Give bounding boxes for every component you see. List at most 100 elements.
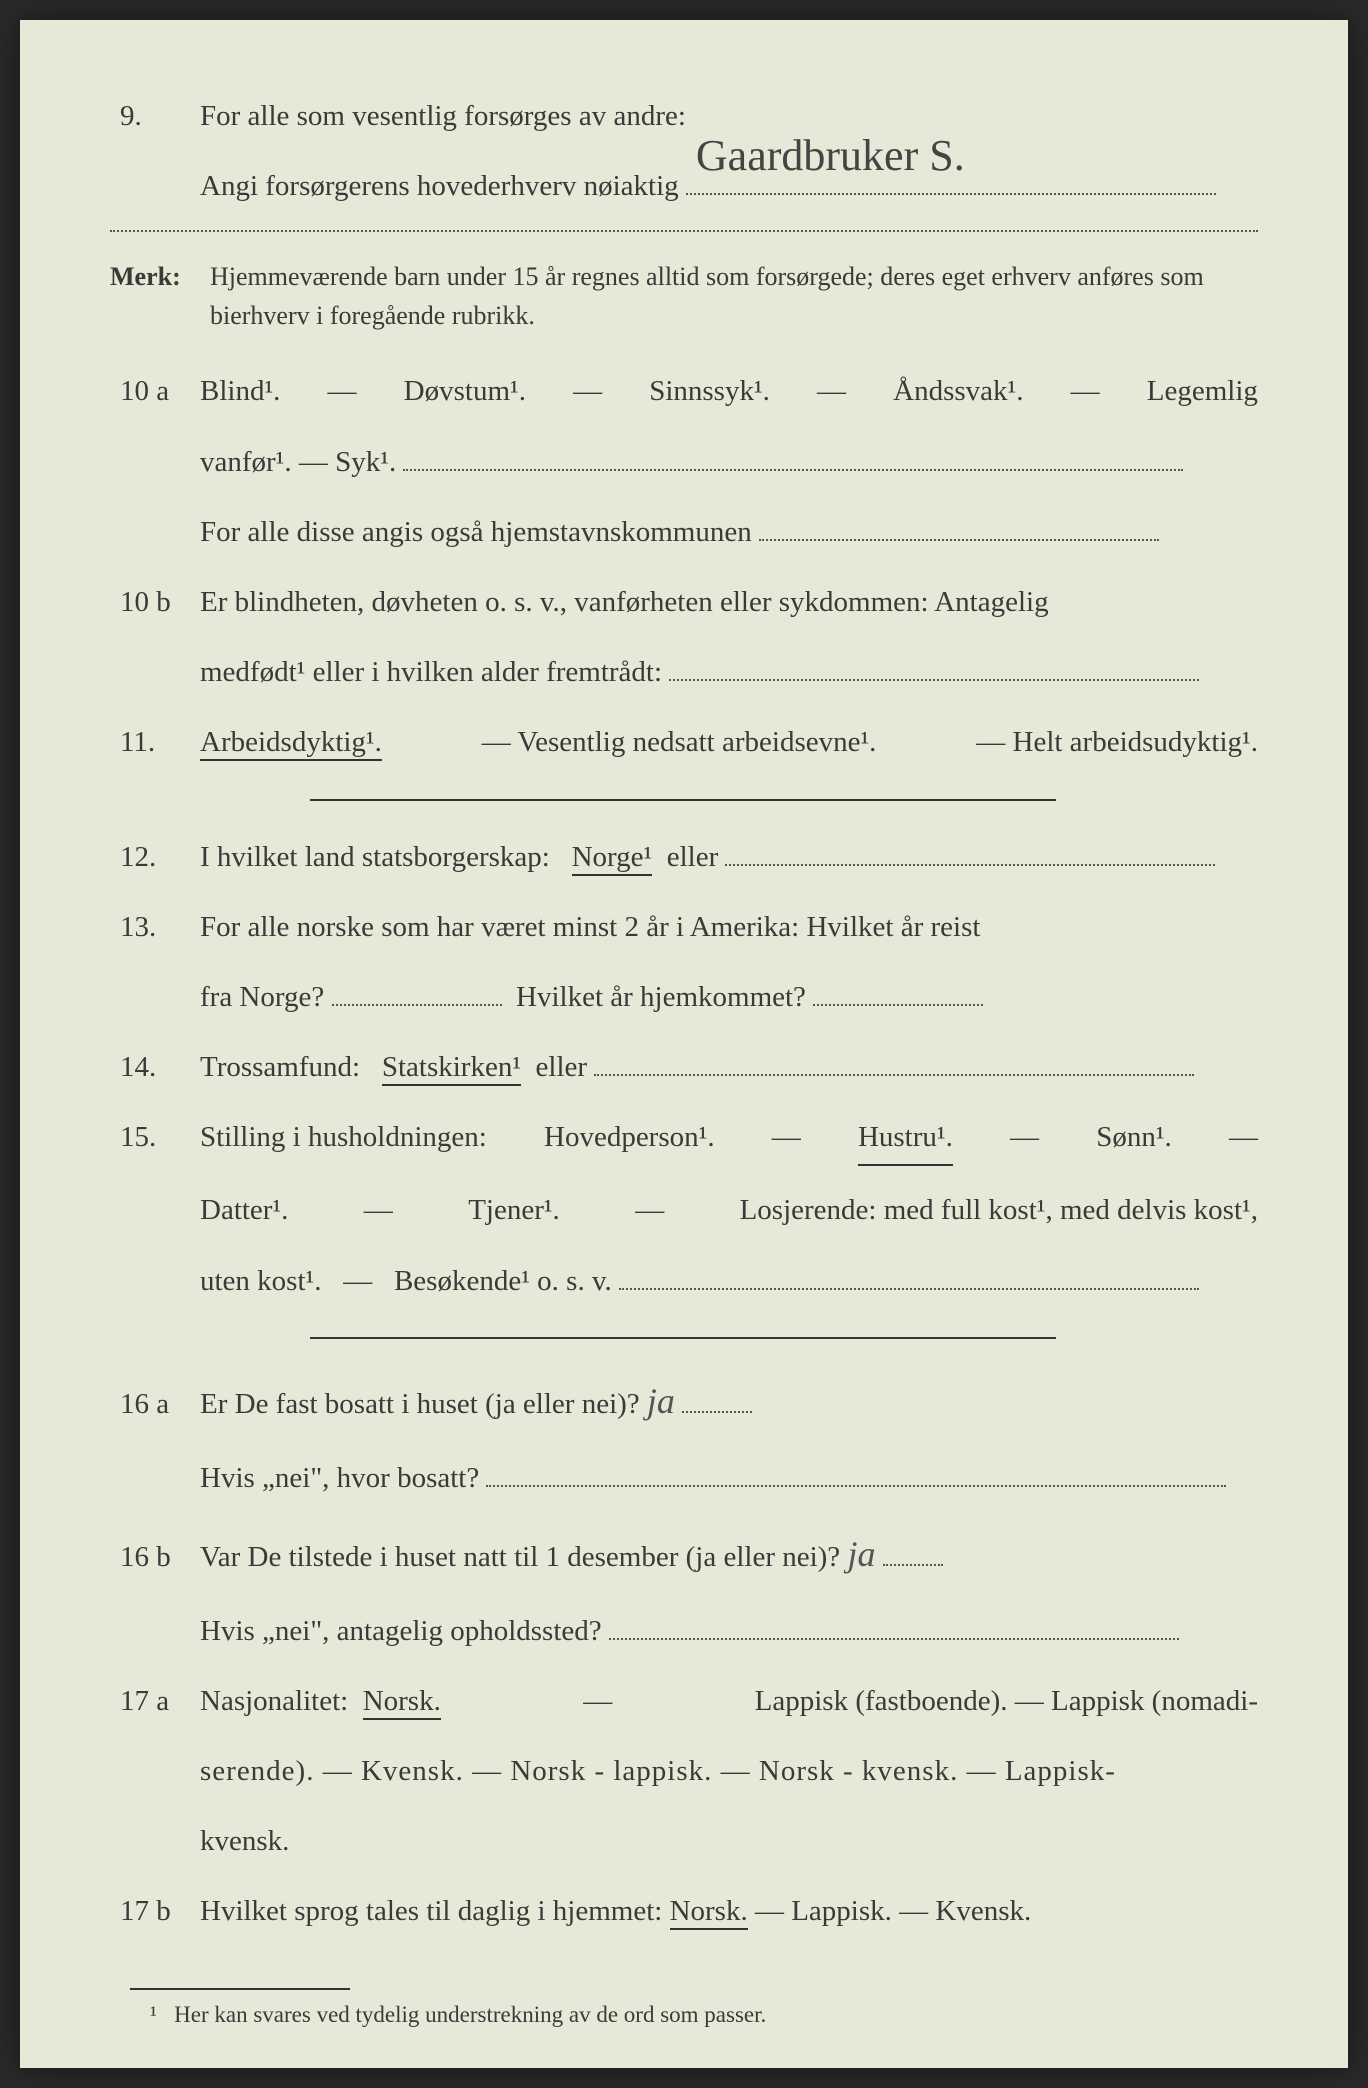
q17a-body3: kvensk.: [200, 1815, 1258, 1867]
q11: 11. Arbeidsdyktig¹. — Vesentlig nedsatt …: [110, 716, 1258, 768]
q10b-num: 10 b: [110, 576, 200, 628]
q17b-num: 17 b: [110, 1885, 200, 1937]
q17a-line3: kvensk.: [110, 1815, 1258, 1867]
q10b-line2: medfødt¹ eller i hvilken alder fremtrådt…: [110, 646, 1258, 698]
q10a-body2: vanfør¹. — Syk¹.: [200, 436, 1258, 488]
q9-line2: Angi forsørgerens hovederhverv nøiaktig …: [110, 160, 1258, 212]
q16a-fill1: [682, 1411, 752, 1413]
q17a-body2: serende). — Kvensk. — Norsk - lappisk. —…: [200, 1745, 1258, 1797]
divider-2: [310, 799, 1056, 801]
q12-opt1: Norge¹: [572, 841, 653, 876]
q10a-opt-syk: Syk¹.: [335, 446, 396, 478]
q15-body2: Datter¹. — Tjener¹. — Losjerende: med fu…: [200, 1184, 1258, 1236]
merk-row: Merk: Hjemmeværende barn under 15 år reg…: [110, 257, 1258, 335]
divider-1: [110, 230, 1258, 232]
q16b-fill1: [883, 1564, 943, 1566]
q16b-fill2: [609, 1638, 1179, 1640]
q14-opt1: Statskirken¹: [382, 1051, 521, 1086]
q14-mid: eller: [536, 1051, 588, 1083]
q12-body: I hvilket land statsborgerskap: Norge¹ e…: [200, 831, 1258, 883]
footnote-text: Her kan svares ved tydelig understreknin…: [174, 2002, 766, 2027]
q10a-body3: For alle disse angis også hjemstavnskomm…: [200, 506, 1258, 558]
q14-prefix: Trossamfund:: [200, 1051, 360, 1083]
q9-prefix: Angi forsørgerens hovederhverv nøiaktig: [200, 170, 679, 202]
q9-answer-line: Gaardbruker S.: [686, 193, 1216, 195]
q10a-opt-dovstum: Døvstum¹.: [404, 365, 526, 417]
q17a-prefix: Nasjonalitet:: [200, 1685, 348, 1717]
q10a-fill3: [759, 539, 1159, 541]
q15-line2: Datter¹. — Tjener¹. — Losjerende: med fu…: [110, 1184, 1258, 1236]
q16b-body1: Var De tilstede i huset natt til 1 desem…: [200, 1522, 1258, 1587]
q10a-num: 10 a: [110, 365, 200, 417]
q15-num: 15.: [110, 1111, 200, 1163]
q15-fill: [619, 1288, 1199, 1290]
q17b-prefix: Hvilket sprog tales til daglig i hjemmet…: [200, 1895, 662, 1927]
q10a-body1: Blind¹. — Døvstum¹. — Sinnssyk¹. — Åndss…: [200, 365, 1258, 417]
q13-text2b: Hvilket år hjemkommet?: [516, 981, 806, 1013]
sep: —: [328, 365, 357, 417]
q14-fill: [594, 1074, 1194, 1076]
q16a-line1: 16 a Er De fast bosatt i huset (ja eller…: [110, 1369, 1258, 1434]
q9-answer: Gaardbruker S.: [696, 116, 965, 195]
q17a-rest1: Lappisk (fastboende). — Lappisk (nomadi-: [755, 1675, 1258, 1727]
q17b-body: Hvilket sprog tales til daglig i hjemmet…: [200, 1885, 1258, 1937]
q17a-line2: serende). — Kvensk. — Norsk - lappisk. —…: [110, 1745, 1258, 1797]
q10a-line3: For alle disse angis også hjemstavnskomm…: [110, 506, 1258, 558]
q16b-line2: Hvis „nei", antagelig opholdssted?: [110, 1605, 1258, 1657]
q12-prefix: I hvilket land statsborgerskap:: [200, 841, 550, 873]
q11-opt2: Vesentlig nedsatt arbeidsevne¹.: [517, 726, 876, 758]
q16b-num: 16 b: [110, 1531, 200, 1583]
q16a-text2: Hvis „nei", hvor bosatt?: [200, 1462, 479, 1494]
q15-opt-besok: Besøkende¹ o. s. v.: [394, 1265, 612, 1297]
q10b-line1: 10 b Er blindheten, døvheten o. s. v., v…: [110, 576, 1258, 628]
q17b-rest: — Lappisk. — Kvensk.: [755, 1895, 1031, 1927]
q13-fill-a: [332, 1004, 502, 1006]
q13-line1: 13. For alle norske som har været minst …: [110, 901, 1258, 953]
q9-line1: 9. For alle som vesentlig forsørges av a…: [110, 90, 1258, 142]
q9-num: 9.: [110, 90, 200, 142]
q12-fill: [725, 864, 1215, 866]
q10a-opt-blind: Blind¹.: [200, 365, 280, 417]
q17b: 17 b Hvilket sprog tales til daglig i hj…: [110, 1885, 1258, 1937]
q10b-fill: [669, 679, 1199, 681]
q16b-ans: ja: [847, 1534, 875, 1574]
q15-line3: uten kost¹. — Besøkende¹ o. s. v.: [110, 1255, 1258, 1307]
q16b-text2: Hvis „nei", antagelig opholdssted?: [200, 1615, 602, 1647]
q10b-text2: medfødt¹ eller i hvilken alder fremtrådt…: [200, 656, 662, 688]
q17a-num: 17 a: [110, 1675, 200, 1727]
q15-body3: uten kost¹. — Besøkende¹ o. s. v.: [200, 1255, 1258, 1307]
sep: —: [1071, 365, 1100, 417]
q16a-body2: Hvis „nei", hvor bosatt?: [200, 1452, 1258, 1504]
divider-3: [310, 1337, 1056, 1339]
q10b-body1: Er blindheten, døvheten o. s. v., vanfør…: [200, 576, 1258, 628]
document-page: 9. For alle som vesentlig forsørges av a…: [20, 20, 1348, 2068]
q16a-ans: ja: [647, 1381, 675, 1421]
q9-body2: Angi forsørgerens hovederhverv nøiaktig …: [200, 160, 1258, 212]
q13-body2: fra Norge? Hvilket år hjemkommet?: [200, 971, 1258, 1023]
q16a-line2: Hvis „nei", hvor bosatt?: [110, 1452, 1258, 1504]
merk-label: Merk:: [110, 257, 210, 296]
q16a-body1: Er De fast bosatt i huset (ja eller nei)…: [200, 1369, 1258, 1434]
q11-opt1: Arbeidsdyktig¹.: [200, 726, 382, 761]
q12-num: 12.: [110, 831, 200, 883]
q15-opt-sonn: Sønn¹.: [1096, 1111, 1172, 1166]
q15-body1: Stilling i husholdningen: Hovedperson¹. …: [200, 1111, 1258, 1166]
q17b-norsk: Norsk.: [670, 1895, 748, 1930]
footnote-rule: [130, 1988, 350, 1990]
q10a-opt-legemlig: Legemlig: [1147, 365, 1258, 417]
q11-opt3: Helt arbeidsudyktig¹.: [1013, 726, 1258, 758]
footnote-marker: ¹: [150, 2002, 157, 2027]
q10b-body2: medfødt¹ eller i hvilken alder fremtrådt…: [200, 646, 1258, 698]
q12: 12. I hvilket land statsborgerskap: Norg…: [110, 831, 1258, 883]
q13-num: 13.: [110, 901, 200, 953]
q10a-opt-andssvak: Åndssvak¹.: [893, 365, 1023, 417]
q17a-line1: 17 a Nasjonalitet: Norsk. — Lappisk (fas…: [110, 1675, 1258, 1727]
q15-opt-hoved: Hovedperson¹.: [544, 1111, 715, 1166]
q16a-num: 16 a: [110, 1378, 200, 1430]
sep: —: [573, 365, 602, 417]
q14: 14. Trossamfund: Statskirken¹ eller: [110, 1041, 1258, 1093]
q10a-opt-sinnssyk: Sinnssyk¹.: [649, 365, 770, 417]
q10a-line2: vanfør¹. — Syk¹.: [110, 436, 1258, 488]
q10a-text3: For alle disse angis også hjemstavnskomm…: [200, 516, 752, 548]
q17a-body1: Nasjonalitet: Norsk. — Lappisk (fastboen…: [200, 1675, 1258, 1727]
